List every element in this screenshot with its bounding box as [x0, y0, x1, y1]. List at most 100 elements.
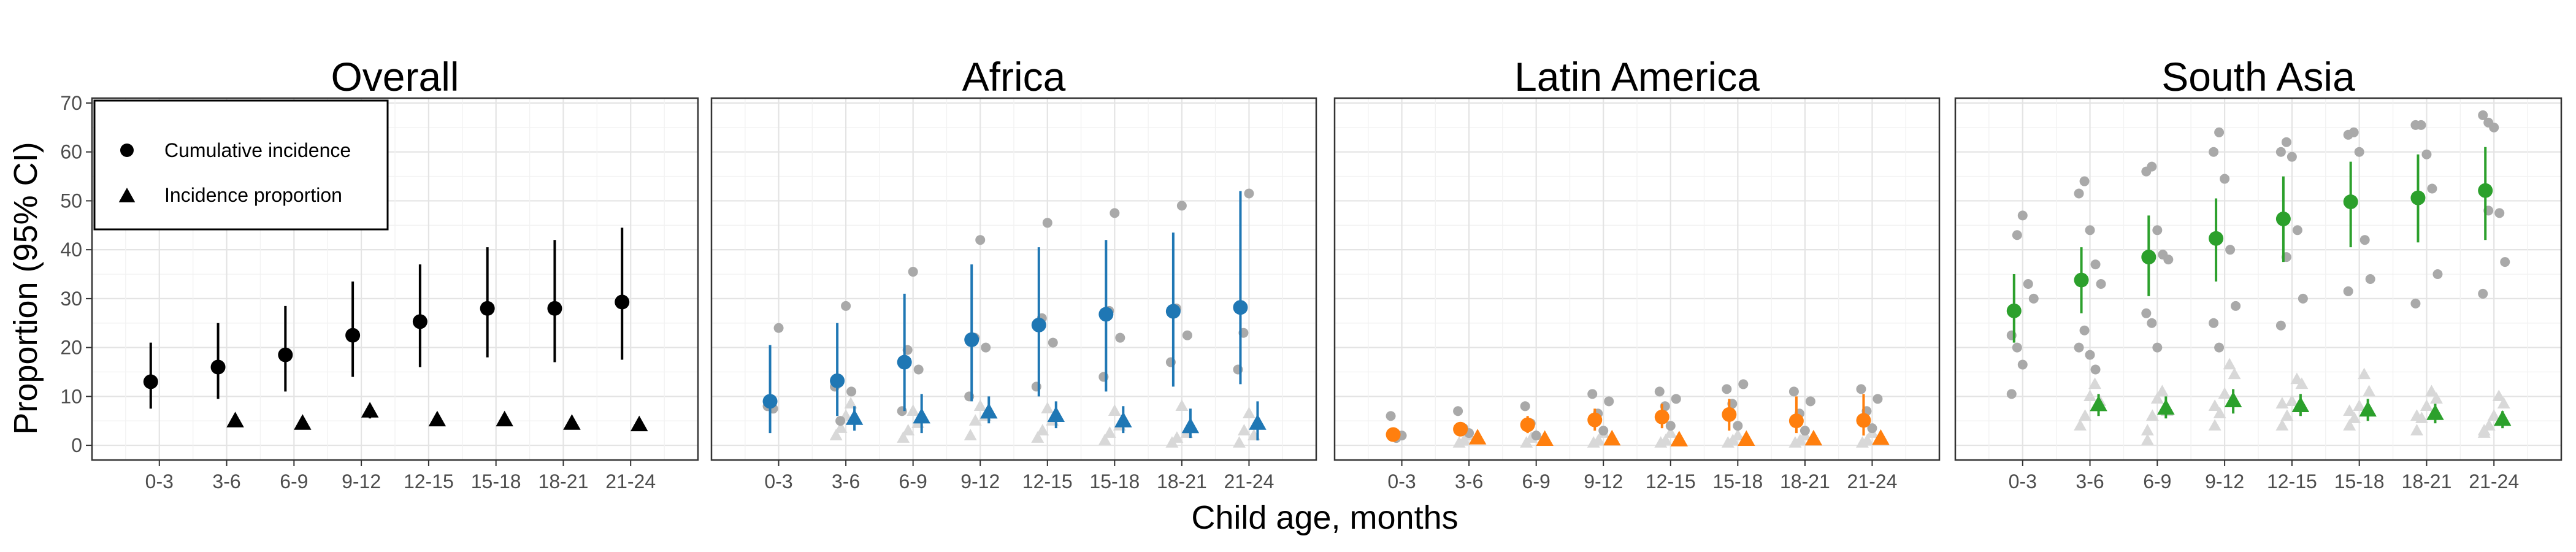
cohort-cumulative-point — [2214, 127, 2225, 137]
cohort-proportion-point — [1232, 436, 1246, 448]
incidence-proportion-point — [2157, 399, 2175, 415]
cohort-proportion-point — [2353, 399, 2366, 411]
x-tick-label: 15-18 — [1089, 470, 1140, 493]
cohort-cumulative-point — [1873, 394, 1883, 404]
cohort-cumulative-point — [1182, 330, 1192, 340]
cohort-proportion-point — [2150, 392, 2164, 404]
x-tick-label: 18-21 — [1780, 470, 1830, 493]
cohort-cumulative-point — [2478, 288, 2488, 299]
x-tick-label: 21-24 — [2469, 470, 2519, 493]
y-axis-title: Proportion (95% CI) — [7, 142, 44, 434]
cohort-proportion-point — [2213, 407, 2226, 418]
cumulative-incidence-point — [1520, 417, 1535, 432]
cohort-proportion-point — [829, 429, 843, 440]
x-tick-label: 3-6 — [832, 470, 860, 493]
cohort-cumulative-point — [2365, 274, 2375, 284]
legend-label: Incidence proportion — [164, 184, 342, 206]
cohort-proportion-point — [2410, 409, 2423, 421]
incidence-proportion-point — [1114, 412, 1132, 427]
cohort-cumulative-point — [2096, 278, 2106, 289]
x-tick-label: 12-15 — [404, 470, 454, 493]
incidence-proportion-point — [845, 409, 864, 425]
x-tick-label: 6-9 — [2143, 470, 2171, 493]
y-tick-label: 10 — [60, 385, 82, 407]
panel-title: Overall — [331, 54, 459, 99]
cohort-proportion-point — [2358, 367, 2371, 380]
cohort-cumulative-point — [2079, 325, 2090, 335]
cohort-proportion-point — [2343, 404, 2356, 416]
cohort-proportion-point — [2145, 409, 2159, 421]
x-tick-label: 12-15 — [2267, 470, 2317, 493]
x-tick-label: 3-6 — [212, 470, 240, 493]
x-tick-label: 15-18 — [2334, 470, 2385, 493]
x-tick-label: 18-21 — [539, 470, 589, 493]
cohort-cumulative-point — [2209, 147, 2219, 157]
cumulative-incidence-point — [143, 374, 158, 389]
cumulative-incidence-point — [547, 301, 562, 316]
cohort-proportion-point — [1175, 399, 1189, 411]
cohort-cumulative-point — [1738, 379, 1749, 389]
cohort-proportion-point — [1036, 424, 1049, 435]
cohort-proportion-point — [2141, 424, 2154, 435]
cohort-proportion-point — [973, 399, 987, 411]
cohort-cumulative-point — [2012, 342, 2022, 353]
panel-title: Latin America — [1514, 54, 1760, 99]
cohort-cumulative-point — [1048, 337, 1058, 348]
cohort-proportion-point — [968, 414, 982, 426]
cumulative-incidence-point — [1386, 427, 1401, 442]
cohort-proportion-point — [2429, 392, 2443, 404]
cohort-cumulative-point — [2023, 278, 2033, 289]
x-axis-title: Child age, months — [1191, 499, 1458, 536]
cohort-cumulative-point — [2427, 183, 2437, 194]
cohort-proportion-point — [2487, 409, 2501, 421]
cohort-cumulative-point — [2074, 188, 2084, 199]
cohort-proportion-point — [2410, 424, 2423, 435]
cohort-proportion-point — [2477, 424, 2491, 435]
cohort-cumulative-point — [2421, 149, 2432, 159]
cohort-proportion-point — [844, 397, 857, 409]
cohort-proportion-point — [1170, 431, 1184, 443]
cohort-proportion-point — [2497, 397, 2510, 409]
cumulative-incidence-point — [278, 347, 293, 362]
incidence-proportion-point — [1804, 429, 1823, 446]
cohort-proportion-point — [1108, 404, 1121, 416]
incidence-proportion-point — [2493, 410, 2512, 426]
cohort-cumulative-point — [2287, 151, 2297, 162]
cohort-cumulative-point — [2494, 208, 2505, 218]
cumulative-incidence-point — [1788, 413, 1804, 429]
cumulative-incidence-point — [1233, 300, 1248, 315]
cohort-proportion-point — [2425, 385, 2438, 397]
cumulative-incidence-point — [2141, 250, 2156, 265]
cohort-proportion-point — [902, 424, 915, 435]
cohort-proportion-point — [2208, 419, 2221, 431]
incidence-proportion-point — [913, 407, 930, 424]
panels: Overall 0-3 3-6 6-9 9-12 12-15 15-18 18-21 21-24… — [60, 54, 2563, 493]
cohort-proportion-point — [964, 429, 977, 440]
cohort-cumulative-point — [2225, 245, 2236, 255]
cohort-proportion-point — [2088, 377, 2102, 389]
incidence-proportion-point — [1603, 429, 1621, 446]
cohort-cumulative-point — [2298, 293, 2308, 304]
cumulative-incidence-point — [1722, 407, 1737, 422]
cohort-proportion-point — [2228, 367, 2241, 380]
incidence-proportion-point — [1872, 429, 1890, 445]
cohort-cumulative-point — [2209, 318, 2219, 328]
cohort-cumulative-point — [1867, 423, 1877, 434]
cohort-proportion-point — [1860, 434, 1874, 445]
cumulative-incidence-point — [897, 355, 912, 370]
cumulative-incidence-point — [830, 373, 845, 388]
x-tick-label: 9-12 — [960, 470, 1000, 493]
cohort-cumulative-point — [2359, 235, 2370, 245]
cumulative-incidence-point — [345, 328, 361, 343]
x-tick-label: 18-21 — [1157, 470, 1207, 493]
cohort-cumulative-point — [2163, 255, 2174, 265]
cohort-proportion-point — [2285, 394, 2299, 407]
panel-title: Africa — [962, 54, 1066, 99]
cohort-cumulative-point — [1722, 384, 1732, 394]
cohort-proportion-point — [2079, 409, 2092, 421]
cohort-cumulative-point — [1110, 208, 1120, 218]
x-tick-label: 21-24 — [1224, 470, 1275, 493]
cohort-cumulative-point — [2489, 122, 2499, 132]
cohort-proportion-point — [1041, 402, 1054, 413]
cohort-cumulative-point — [2141, 308, 2152, 318]
